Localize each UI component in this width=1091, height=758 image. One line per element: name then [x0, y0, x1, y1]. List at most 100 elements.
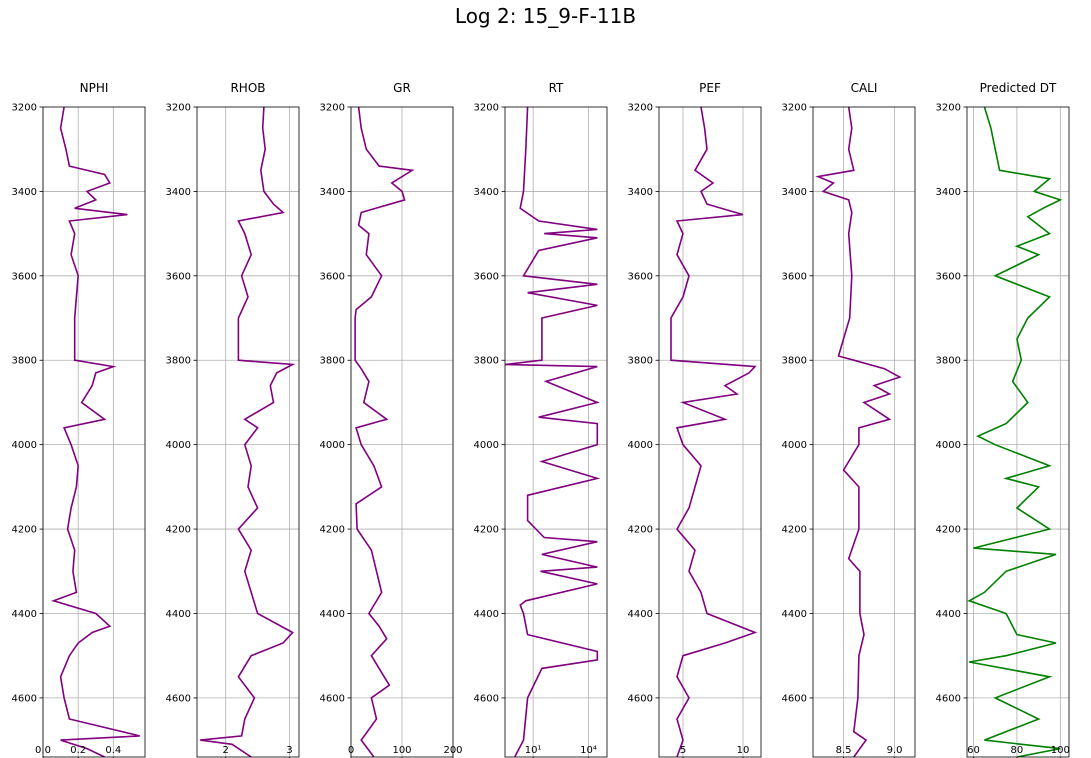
y-tick-label: 4200 [166, 525, 191, 536]
y-tick-label: 4400 [166, 609, 191, 620]
axes-frame-predicted-dt [966, 106, 1070, 758]
axes-frame-rhob [196, 106, 300, 758]
y-tick-label: 4200 [936, 525, 961, 536]
figure-title: Log 2: 15_9-F-11B [454, 4, 637, 28]
y-tick-label: 3200 [474, 103, 499, 114]
series-line-pef [670, 107, 758, 757]
x-tick-label: 0.0 [35, 745, 51, 756]
y-tick-label: 3200 [628, 103, 653, 114]
series-line-rhob [200, 107, 296, 757]
axes-frame-pef [658, 106, 762, 758]
y-tick-label: 4400 [628, 609, 653, 620]
y-tick-label: 3800 [166, 356, 191, 367]
track-title-rhob: RHOB [230, 81, 265, 95]
y-tick-label: 3200 [782, 103, 807, 114]
x-tick-label: 3 [286, 745, 292, 756]
y-tick-label: 3400 [12, 187, 37, 198]
y-tick-label: 3600 [320, 271, 345, 282]
y-tick-label: 4400 [936, 609, 961, 620]
x-tick-label: 5 [680, 745, 686, 756]
y-tick-label: 3600 [936, 271, 961, 282]
track-title-nphi: NPHI [80, 81, 109, 95]
track-cali: CALI 3200 3400 3600 3800 4000 4200 4400 4600 8.5 9… [782, 81, 916, 758]
x-tick-label: 10¹ [525, 745, 542, 756]
y-tick-label: 4200 [474, 525, 499, 536]
x-tick-label: 0 [348, 745, 354, 756]
y-tick-label: 4600 [936, 693, 961, 704]
track-rhob: RHOB 3200 3400 3600 3800 4000 4200 4400 4600 2 3 [166, 81, 300, 758]
axes-frame-gr [350, 106, 454, 758]
y-tick-label: 3800 [782, 356, 807, 367]
y-tick-label: 4000 [474, 440, 499, 451]
x-tick-label: 200 [443, 745, 462, 756]
x-tick-label: 80 [1011, 745, 1024, 756]
track-pef: PEF 3200 3400 3600 3800 4000 4200 4400 4600 5 10 [628, 81, 762, 758]
x-tick-label: 2 [223, 745, 229, 756]
y-tick-label: 4000 [782, 440, 807, 451]
y-tick-label: 3600 [782, 271, 807, 282]
axes-frame-nphi [42, 106, 146, 758]
y-tick-label: 3200 [166, 103, 191, 114]
axes-frame-cali [812, 106, 916, 758]
series-line-gr [354, 107, 415, 757]
y-tick-label: 4400 [12, 609, 37, 620]
y-tick-label: 3400 [782, 187, 807, 198]
y-tick-label: 3400 [474, 187, 499, 198]
y-tick-label: 4600 [320, 693, 345, 704]
y-tick-label: 3600 [628, 271, 653, 282]
x-tick-label: 9.0 [887, 745, 903, 756]
y-tick-label: 4000 [166, 440, 191, 451]
y-tick-label: 4000 [628, 440, 653, 451]
y-tick-label: 4400 [782, 609, 807, 620]
y-tick-label: 4600 [782, 693, 807, 704]
y-tick-label: 3400 [628, 187, 653, 198]
y-tick-label: 4000 [12, 440, 37, 451]
y-tick-label: 4600 [474, 693, 499, 704]
y-tick-label: 3800 [936, 356, 961, 367]
x-tick-label: 10 [737, 745, 750, 756]
y-tick-label: 4200 [628, 525, 653, 536]
y-tick-label: 4600 [166, 693, 191, 704]
y-tick-label: 3400 [936, 187, 961, 198]
series-line-predicted-dt [967, 107, 1063, 757]
y-tick-label: 3800 [628, 356, 653, 367]
y-tick-label: 3200 [936, 103, 961, 114]
x-tick-label: 8.5 [836, 745, 852, 756]
y-tick-label: 3800 [474, 356, 499, 367]
track-predicted-dt: Predicted DT 3200 3400 3600 3800 4000 4200 4400… [936, 81, 1070, 758]
track-title-predicted-dt: Predicted DT [980, 81, 1057, 95]
y-tick-label: 4400 [320, 609, 345, 620]
x-tick-label: 100 [392, 745, 411, 756]
y-tick-label: 4000 [936, 440, 961, 451]
y-tick-label: 4200 [782, 525, 807, 536]
y-tick-label: 3400 [166, 187, 191, 198]
track-nphi: NPHI 3200 3400 3600 3800 4000 4200 4400 4600 0.0 0… [12, 81, 146, 758]
y-tick-label: 3200 [12, 103, 37, 114]
track-gr: GR 3200 3400 3600 3800 4000 4200 4400 4600 0 100 20… [320, 81, 463, 758]
y-tick-label: 3600 [166, 271, 191, 282]
y-tick-label: 3400 [320, 187, 345, 198]
track-rt: RT 3200 3400 3600 3800 4000 4200 4400 4600 10¹ 10⁴ [474, 81, 608, 758]
x-tick-label: 0.2 [70, 745, 86, 756]
x-tick-label: 10⁴ [580, 745, 597, 756]
track-title-cali: CALI [851, 81, 878, 95]
x-tick-label: 0.4 [105, 745, 121, 756]
y-tick-label: 3600 [474, 271, 499, 282]
x-tick-label: 100 [1051, 745, 1070, 756]
y-tick-label: 4400 [474, 609, 499, 620]
series-line-rt [505, 107, 601, 757]
y-tick-label: 4600 [628, 693, 653, 704]
y-tick-label: 4200 [320, 525, 345, 536]
y-tick-label: 3800 [12, 356, 37, 367]
y-tick-label: 3200 [320, 103, 345, 114]
track-title-rt: RT [549, 81, 564, 95]
y-tick-label: 3800 [320, 356, 345, 367]
y-tick-label: 4600 [12, 693, 37, 704]
series-line-nphi [51, 107, 140, 757]
track-title-pef: PEF [699, 81, 721, 95]
series-line-cali [815, 107, 902, 757]
y-tick-label: 3600 [12, 271, 37, 282]
y-tick-label: 4200 [12, 525, 37, 536]
x-tick-label: 60 [967, 745, 980, 756]
